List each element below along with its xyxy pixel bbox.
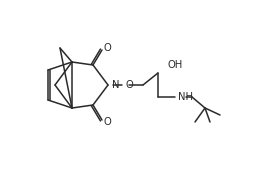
- Text: NH: NH: [178, 92, 193, 102]
- Text: O: O: [103, 43, 111, 53]
- Text: O: O: [103, 117, 111, 127]
- Text: OH: OH: [167, 60, 182, 70]
- Text: N: N: [112, 80, 120, 90]
- Text: O: O: [125, 80, 133, 90]
